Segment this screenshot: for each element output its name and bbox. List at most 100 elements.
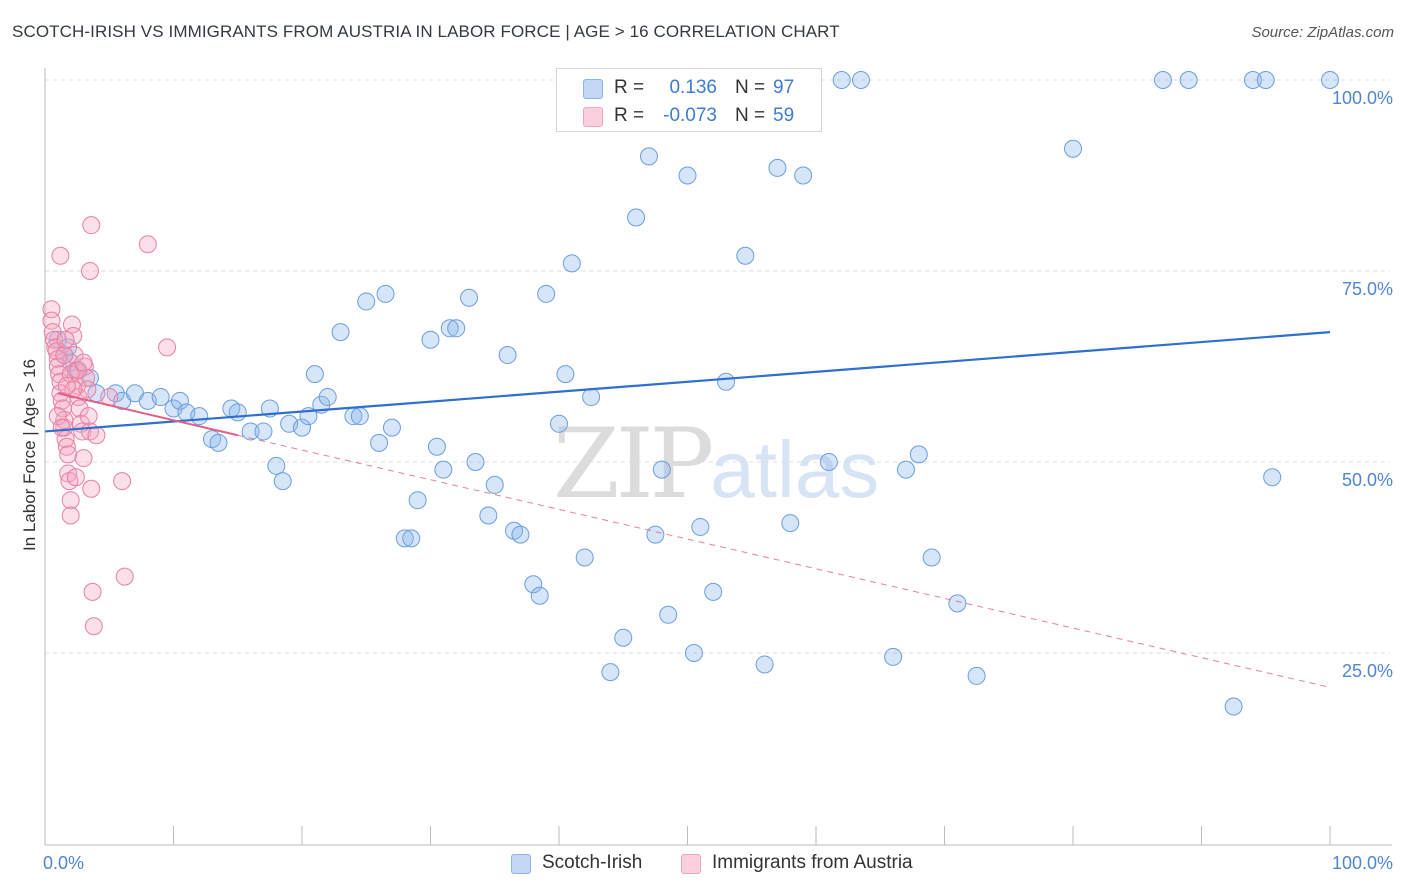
scotch-irish-point <box>228 403 247 422</box>
austria-point <box>59 445 78 464</box>
scotch-irish-point <box>190 407 209 426</box>
austria-point <box>115 567 134 586</box>
trend-lines <box>44 331 1331 688</box>
austria-point <box>51 246 70 265</box>
scotch-irish-point <box>948 594 967 613</box>
scotch-irish-point <box>550 414 568 433</box>
austria-point <box>79 407 98 426</box>
scotch-irish-point <box>267 456 286 475</box>
scotch-irish-point <box>755 655 774 674</box>
scotch-irish-point <box>627 208 646 227</box>
scotch-irish-point <box>691 517 710 536</box>
scotch-irish-point <box>376 284 395 303</box>
gridlines <box>45 79 1390 654</box>
austria-point <box>113 472 132 491</box>
austria-point <box>57 376 76 395</box>
legend-label: Immigrants from Austria <box>712 852 913 873</box>
scotch-irish-point <box>646 525 665 544</box>
austria-point <box>57 437 76 456</box>
legend-swatch-blue <box>511 854 531 874</box>
stats-n-value: 59 <box>773 105 795 126</box>
scotch-irish-point <box>440 319 459 338</box>
scotch-irish-point <box>170 391 189 410</box>
scotch-irish-point <box>884 647 903 666</box>
scotch-irish-point <box>639 147 658 166</box>
scotch-irish-point <box>1179 71 1198 89</box>
series-austria-points <box>42 216 177 636</box>
austria-point <box>62 315 81 334</box>
austria-point <box>65 346 84 365</box>
scotch-irish-point <box>601 663 620 682</box>
scotch-irish-point <box>350 407 369 426</box>
chart-title: SCOTCH-IRISH VS IMMIGRANTS FROM AUSTRIA … <box>12 22 840 41</box>
scotch-irish-point <box>524 575 543 594</box>
austria-point <box>56 330 75 349</box>
scotch-irish-point <box>922 548 941 567</box>
scotch-irish-point <box>511 525 530 544</box>
trend-line-austria-solid <box>57 392 238 437</box>
scotch-irish-point <box>1224 697 1243 716</box>
scotch-irish-point <box>357 292 376 311</box>
austria-point <box>70 399 89 418</box>
stats-row-austria: R = -0.073 N = 59 <box>557 102 821 130</box>
x-tick-label: 100.0% <box>1332 853 1393 873</box>
scotch-irish-point <box>485 475 504 494</box>
stats-r-value: -0.073 <box>663 105 717 126</box>
scotch-irish-point <box>582 388 601 407</box>
scotch-irish-point <box>652 460 671 479</box>
scotch-irish-point <box>562 254 581 273</box>
scotch-irish-point <box>241 422 260 441</box>
scotch-irish-point <box>1263 468 1282 487</box>
scotch-irish-point <box>408 491 427 510</box>
stats-n-label: N = <box>735 77 766 98</box>
trend-line-scotch-irish <box>44 331 1331 433</box>
austria-point <box>66 468 85 487</box>
stats-swatch-blue <box>583 79 603 99</box>
austria-point <box>83 582 102 601</box>
scotch-irish-point <box>1153 71 1172 89</box>
austria-point <box>48 407 67 426</box>
austria-point <box>82 216 101 235</box>
scotch-irish-point <box>460 288 479 307</box>
scotch-irish-point <box>659 605 678 624</box>
scotch-irish-point <box>305 365 324 384</box>
austria-point <box>42 311 61 330</box>
austria-point <box>74 449 93 468</box>
x-tick-label: 0.0% <box>43 853 84 873</box>
scotch-irish-point <box>447 319 466 338</box>
stats-n-value: 97 <box>773 77 795 98</box>
scotch-irish-point <box>382 418 401 437</box>
scotch-irish-point <box>704 582 723 601</box>
scotch-irish-point <box>395 529 414 548</box>
scotch-irish-point <box>768 158 787 177</box>
stats-r-label: R = <box>614 105 645 126</box>
stats-r-value: 0.136 <box>669 77 717 98</box>
scotch-irish-point <box>537 284 556 303</box>
scotch-irish-point <box>1321 71 1339 89</box>
austria-point <box>138 235 157 254</box>
scotch-irish-point <box>832 71 851 89</box>
scotch-irish-point <box>318 388 337 407</box>
trend-line-austria-dashed <box>237 434 1331 688</box>
austria-point <box>74 353 93 372</box>
scotch-irish-point <box>331 323 350 342</box>
scotch-irish-point <box>1064 139 1082 158</box>
austria-point <box>52 418 71 437</box>
scotch-irish-point <box>209 433 228 452</box>
scotch-irish-point <box>851 71 870 89</box>
austria-point <box>87 426 106 445</box>
scotch-irish-point <box>819 453 838 471</box>
scotch-irish-point <box>575 548 594 567</box>
scotch-irish-point <box>427 437 446 456</box>
axes <box>44 68 1392 846</box>
scotch-irish-point <box>293 418 311 437</box>
scotch-irish-point <box>254 422 273 441</box>
austria-point <box>82 479 101 498</box>
scotch-irish-point <box>466 453 485 471</box>
scotch-irish-point <box>402 529 421 548</box>
austria-point <box>80 262 99 280</box>
scotch-irish-point <box>556 365 575 384</box>
austria-point <box>78 380 97 399</box>
scotch-irish-point <box>684 644 703 662</box>
